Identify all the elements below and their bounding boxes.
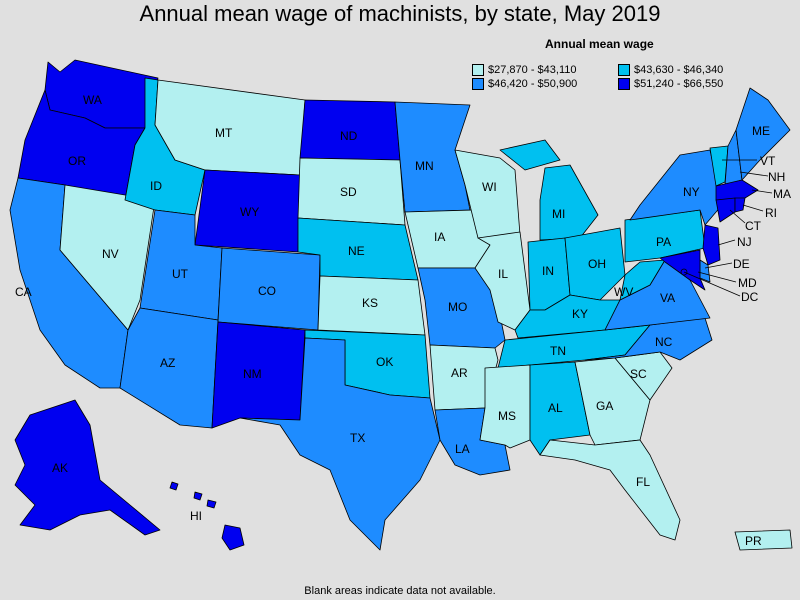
state-ri[interactable] — [734, 197, 746, 213]
legend-label-bin-0: $27,870 - $43,110 — [488, 64, 577, 76]
label-nv: NV — [102, 247, 119, 261]
legend-label-bin-1: $43,630 - $46,340 — [634, 64, 724, 76]
state-fl[interactable] — [539, 439, 681, 541]
legend-swatch-bin-1 — [618, 64, 630, 76]
label-ma: MA — [773, 187, 791, 201]
leader-ri — [742, 204, 764, 212]
leader-dc — [683, 271, 741, 297]
legend-swatch-bin-0 — [472, 64, 484, 76]
state-wv[interactable] — [619, 259, 666, 301]
label-tx: TX — [350, 431, 365, 445]
legend-swatch-bin-2 — [472, 78, 484, 90]
label-ky: KY — [572, 307, 588, 321]
label-ne: NE — [348, 244, 365, 258]
label-fl: FL — [636, 475, 650, 489]
label-wa: WA — [83, 93, 102, 107]
state-il[interactable] — [474, 231, 531, 331]
label-ar: AR — [451, 366, 468, 380]
state-nc[interactable] — [584, 317, 713, 361]
state-ny[interactable] — [629, 149, 723, 226]
map-title: Annual mean wage of machinists, by state… — [139, 1, 661, 26]
label-vt: VT — [760, 154, 776, 168]
label-nd: ND — [340, 129, 358, 143]
legend-label-bin-3: $51,240 - $66,550 — [634, 78, 724, 90]
label-nj: NJ — [737, 235, 752, 249]
legend-swatch-bin-3 — [618, 78, 630, 90]
label-wi: WI — [482, 180, 497, 194]
label-az: AZ — [160, 356, 175, 370]
state-pr[interactable] — [734, 529, 793, 551]
label-in: IN — [542, 264, 554, 278]
label-tn: TN — [550, 344, 566, 358]
label-ks: KS — [362, 296, 378, 310]
label-ny: NY — [683, 185, 700, 199]
state-ms[interactable] — [479, 364, 531, 449]
label-ak: AK — [52, 461, 68, 475]
label-al: AL — [548, 401, 563, 415]
label-ga: GA — [596, 399, 613, 413]
state-oh[interactable] — [564, 227, 626, 301]
label-me: ME — [752, 124, 770, 138]
legend-item-bin-3: $51,240 - $66,550 — [618, 78, 723, 90]
label-va: VA — [660, 291, 675, 305]
label-ok: OK — [376, 355, 393, 369]
label-la: LA — [455, 442, 470, 456]
state-ak[interactable] — [14, 399, 161, 536]
label-sd: SD — [340, 185, 357, 199]
label-de: DE — [733, 257, 750, 271]
state-ky[interactable] — [514, 294, 621, 339]
state-hi[interactable] — [169, 481, 245, 551]
footnote: Blank areas indicate data not available. — [304, 585, 496, 597]
legend-item-bin-0: $27,870 - $43,110 — [472, 64, 576, 76]
label-hi: HI — [190, 509, 202, 523]
label-nc: NC — [655, 335, 673, 349]
state-nj[interactable] — [702, 224, 721, 266]
label-wy: WY — [240, 205, 259, 219]
leader-de — [704, 262, 733, 269]
label-ia: IA — [434, 230, 445, 244]
label-mn: MN — [415, 159, 434, 173]
label-nh: NH — [768, 170, 785, 184]
legend-item-bin-1: $43,630 - $46,340 — [618, 64, 723, 76]
label-pr: PR — [745, 534, 762, 548]
label-mo: MO — [448, 300, 467, 314]
state-ct[interactable] — [715, 197, 736, 223]
legend-label-bin-2: $46,420 - $50,900 — [488, 78, 578, 90]
label-mt: MT — [215, 126, 233, 140]
leader-ct — [729, 209, 746, 224]
leader-ma — [751, 189, 773, 194]
label-ct: CT — [745, 219, 762, 233]
label-mi: MI — [552, 207, 565, 221]
label-oh: OH — [588, 257, 606, 271]
label-il: IL — [498, 267, 508, 281]
leader-nj — [717, 239, 736, 246]
legend-title: Annual mean wage — [545, 37, 654, 51]
label-id: ID — [150, 179, 162, 193]
label-or: OR — [68, 154, 86, 168]
label-nm: NM — [243, 367, 262, 381]
state-mn[interactable] — [394, 101, 471, 213]
label-pa: PA — [656, 235, 671, 249]
label-ri: RI — [765, 206, 777, 220]
label-wv: WV — [614, 285, 633, 299]
state-tx[interactable] — [239, 337, 441, 551]
label-ut: UT — [172, 267, 189, 281]
state-ma[interactable] — [715, 179, 759, 201]
leader-md — [697, 271, 737, 283]
label-ms: MS — [498, 409, 516, 423]
label-ca: CA — [15, 285, 32, 299]
label-sc: SC — [630, 367, 647, 381]
legend-item-bin-2: $46,420 - $50,900 — [472, 78, 577, 90]
leader-nh — [739, 171, 769, 177]
label-dc: DC — [741, 290, 759, 304]
label-md: MD — [738, 276, 757, 290]
label-co: CO — [258, 284, 276, 298]
